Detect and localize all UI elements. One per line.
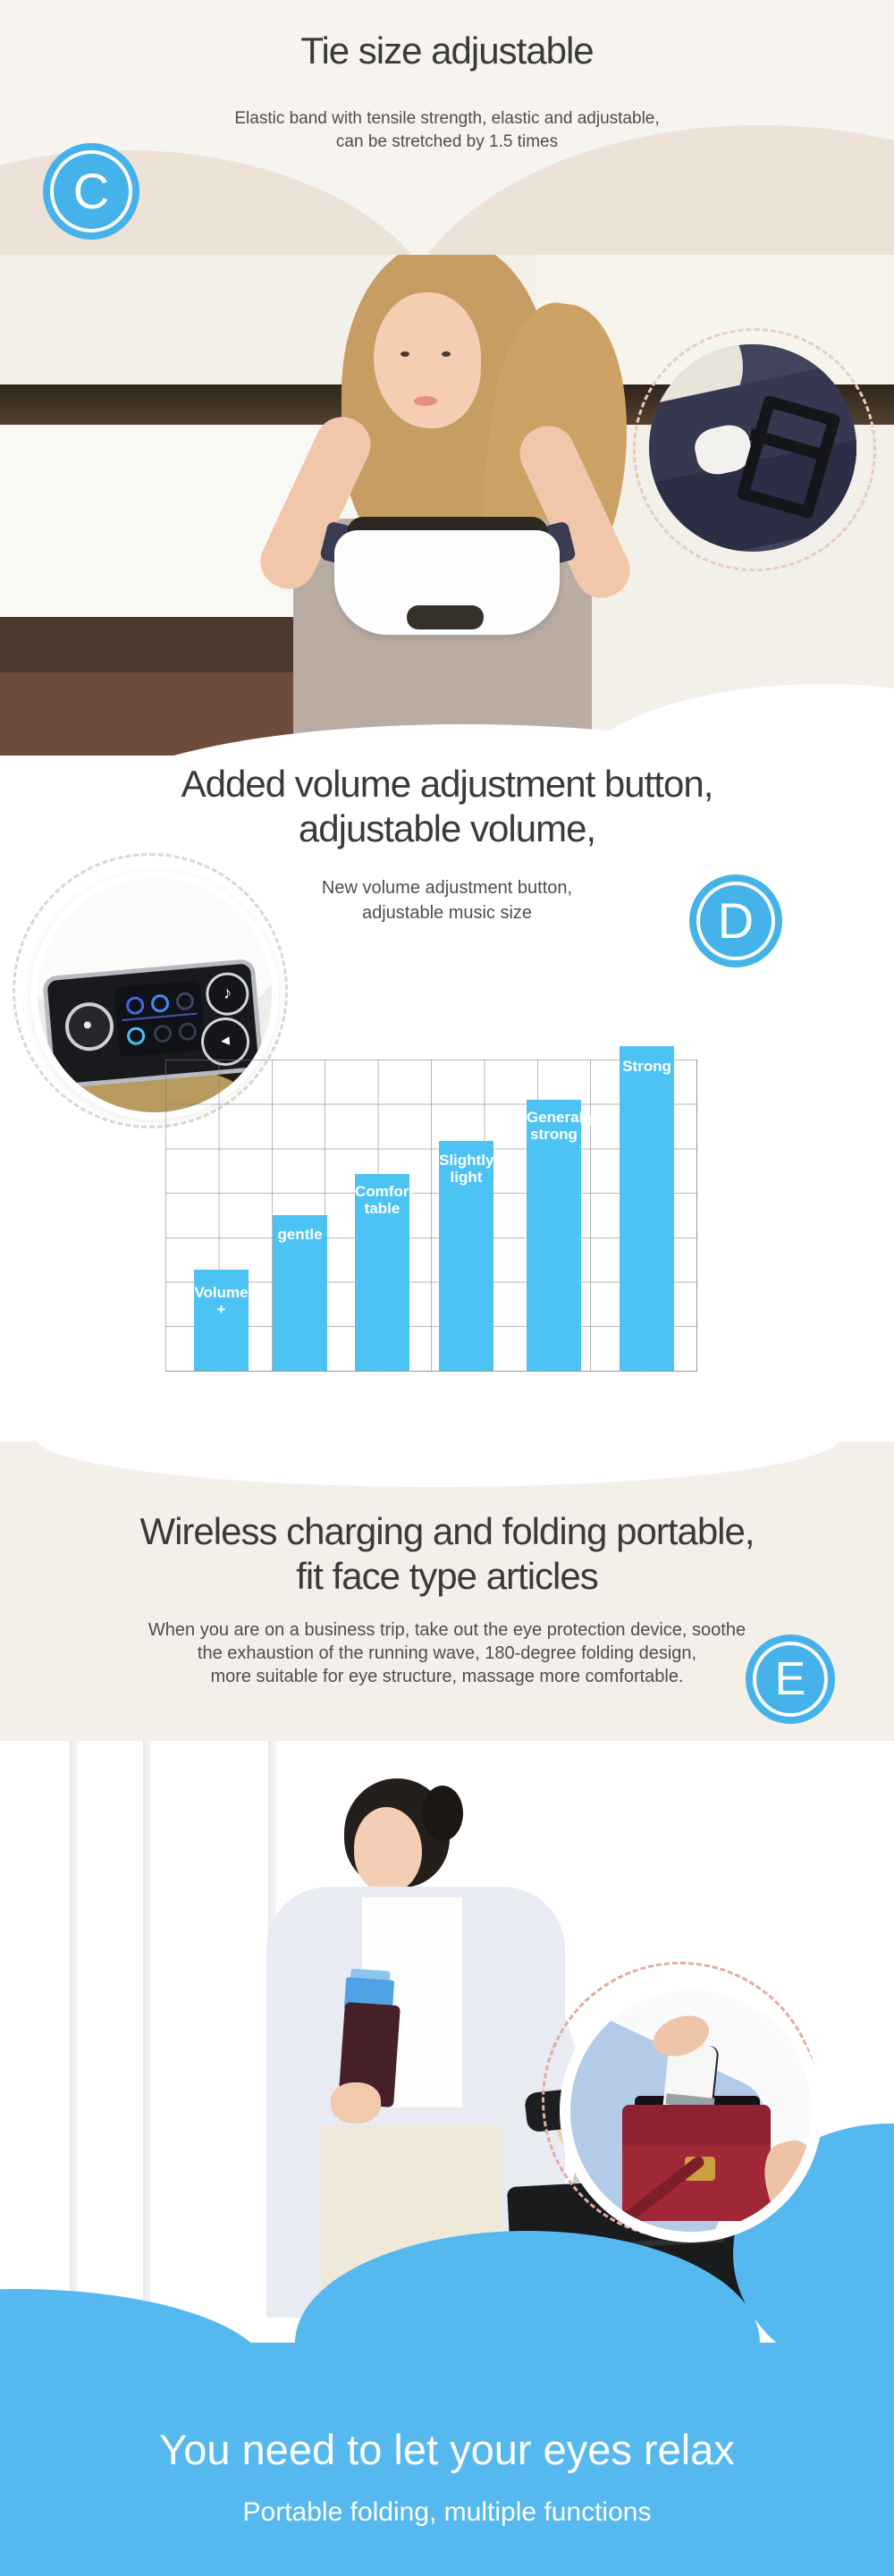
screen-timer-icon <box>153 1024 173 1043</box>
bar-label: gentle <box>277 1226 323 1243</box>
section-d-subtitle-line1: New volume adjustment button, <box>321 878 573 898</box>
screen-music-icon <box>126 1026 146 1046</box>
volume-icon: ◄ <box>217 1033 233 1050</box>
wall-panel-line <box>70 1741 78 2318</box>
bar-gentle: gentle <box>273 1215 327 1371</box>
eye-massager-nose-slot <box>407 605 484 629</box>
section-d-title-line1: Added volume adjustment button, <box>181 763 714 805</box>
bar-label: strong <box>530 1126 578 1143</box>
music-button: ♪ <box>204 970 251 1018</box>
bar-strong: Strong <box>620 1046 674 1371</box>
footer-title: You need to let your eyes relax <box>159 2426 735 2473</box>
section-c-subtitle-line1: Elastic band with tensile strength, elas… <box>234 109 660 128</box>
section-d-title-line2: adjustable volume, <box>298 807 596 849</box>
red-handbag-flap <box>622 2105 771 2146</box>
traveler-hair-bun <box>422 1786 463 1841</box>
bar-label: Generally <box>527 1109 596 1126</box>
bar-comfortable: Comfor- table <box>355 1174 415 1371</box>
bar-generally-strong: Generally strong <box>527 1100 596 1371</box>
model-eye-left <box>401 351 409 357</box>
section-e-beige-panel <box>0 1441 894 1741</box>
model-face <box>374 292 481 428</box>
footer-subtitle: Portable folding, multiple functions <box>242 2497 652 2527</box>
section-e-subtitle-line2: the exhaustion of the running wave, 180-… <box>197 1643 697 1663</box>
screen-mode-icon <box>125 995 145 1016</box>
screen-air-icon <box>175 991 195 1011</box>
handbag-inset-photo <box>560 1980 822 2242</box>
bar-label: light <box>450 1169 483 1186</box>
bar-label: Slightly <box>439 1152 494 1169</box>
section-c-badge: C <box>43 143 139 240</box>
section-c-header <box>0 0 894 255</box>
model-eye-right <box>442 351 451 357</box>
section-c-badge-letter: C <box>72 163 110 219</box>
section-d-badge: D <box>689 874 782 967</box>
bar-label: Volume + <box>194 1284 249 1318</box>
power-button <box>63 1000 116 1053</box>
screen-heat-icon <box>150 993 170 1014</box>
section-e-badge: E <box>746 1634 835 1724</box>
traveler-face <box>354 1807 422 1893</box>
section-c-subtitle-line2: can be stretched by 1.5 times <box>335 132 559 151</box>
section-e-top-wave <box>36 1389 840 1487</box>
wall-panel-line <box>143 1741 151 2318</box>
control-panel-inset-photo: ♪ ◄ <box>30 871 279 1119</box>
music-note-icon: ♪ <box>222 984 233 1003</box>
footer-wave-bump-middle <box>295 2231 760 2454</box>
screen-bt-icon <box>178 1021 198 1042</box>
device-screen <box>114 980 206 1058</box>
section-c-title: Tie size adjustable <box>300 30 594 72</box>
section-d-badge-letter: D <box>717 892 755 949</box>
model-wearing-massager-photo <box>0 255 894 756</box>
section-d-subtitle-line2: adjustable music size <box>361 903 533 923</box>
control-inset-tick-ring <box>13 853 288 1128</box>
model-lips <box>414 396 437 406</box>
traveler-hand-passport <box>331 2082 381 2124</box>
section-e-subtitle-line1: When you are on a business trip, take ou… <box>148 1620 746 1640</box>
bar-label: table <box>364 1200 401 1217</box>
section-e-title-line1: Wireless charging and folding portable, <box>139 1510 755 1552</box>
bar-label: Comfor- <box>355 1183 415 1200</box>
bar-label: Strong <box>622 1058 671 1075</box>
intensity-bar-chart: Volume + gentle Comfor- table Slightly l… <box>165 1046 697 1372</box>
section-e-subtitle-line3: more suitable for eye structure, massage… <box>210 1667 684 1686</box>
strap-inset-tick-ring <box>633 328 876 571</box>
bar-volume-plus: Volume + <box>194 1270 249 1371</box>
section-e-title-line2: fit face type articles <box>296 1555 598 1597</box>
bar-slightly-light: Slightly light <box>439 1141 493 1371</box>
strap-detail-inset-photo <box>649 344 856 552</box>
section-e-badge-letter: E <box>774 1653 806 1705</box>
